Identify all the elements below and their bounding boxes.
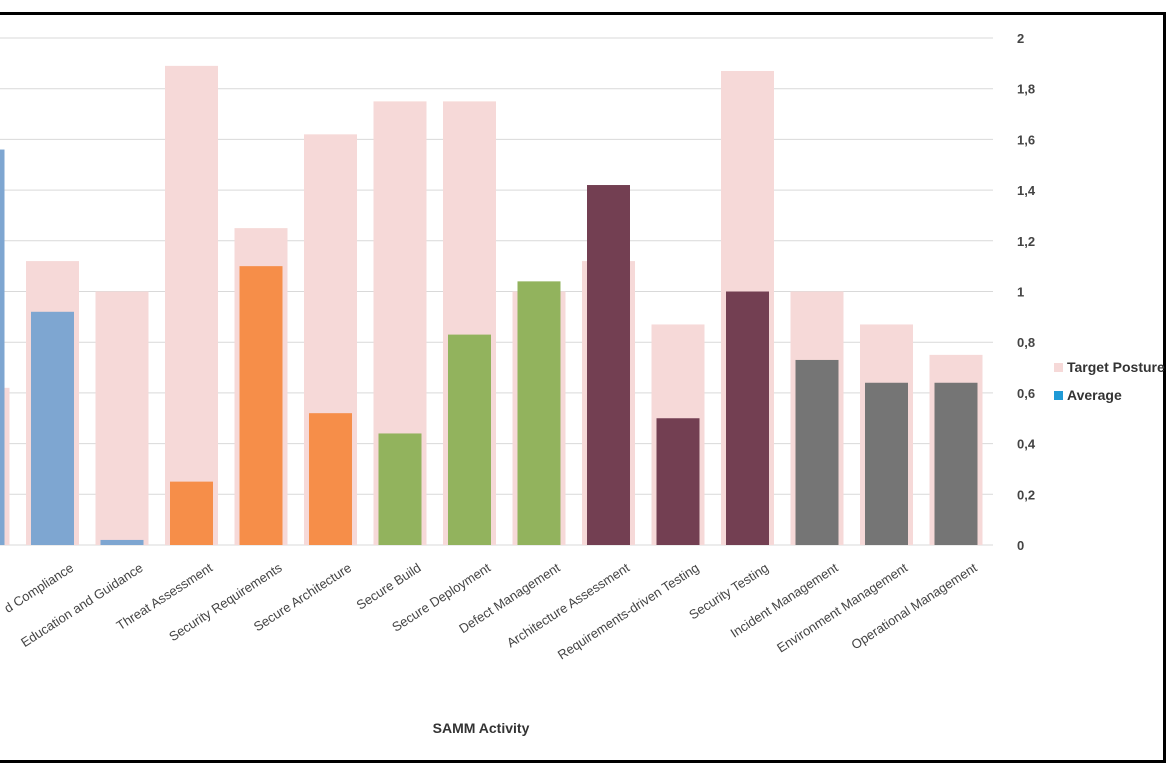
x-axis-title: SAMM Activity	[433, 720, 530, 736]
average-bar	[934, 382, 978, 545]
legend-label: Average	[1067, 387, 1122, 403]
y-tick-label: 2	[1017, 31, 1024, 46]
y-tick-label: 0,8	[1017, 335, 1035, 350]
average-bar	[170, 481, 213, 545]
average-bar	[448, 334, 491, 545]
average-bar	[726, 291, 769, 545]
target-bar	[0, 387, 10, 545]
x-tick-label: Operational Management	[848, 560, 980, 653]
y-tick-label: 1,6	[1017, 132, 1035, 147]
legend-label: Target Posture	[1067, 359, 1165, 375]
average-bar	[239, 266, 283, 545]
average-bar	[865, 382, 908, 545]
legend: Target Posture Average	[1054, 359, 1165, 403]
y-tick-label: 0	[1017, 538, 1024, 553]
y-tick-label: 1,8	[1017, 82, 1035, 97]
gridlines	[0, 37, 993, 546]
average-bar	[656, 418, 700, 545]
average-bar	[378, 433, 422, 545]
average-series	[0, 149, 978, 546]
average-bar	[31, 311, 74, 545]
y-tick-label: 1,4	[1017, 183, 1036, 198]
average-bar	[587, 185, 630, 545]
y-tick-label: 0,4	[1017, 437, 1036, 452]
x-tick-label: Requirements-driven Testing	[555, 560, 702, 663]
legend-swatch	[1054, 363, 1063, 372]
x-tick-label: Education and Guidance	[18, 560, 146, 650]
chart-frame	[0, 12, 1166, 763]
y-tick-label: 0,2	[1017, 487, 1035, 502]
x-tick-label: Security Requirements	[166, 560, 285, 644]
x-tick-label: Environment Management	[774, 560, 910, 656]
average-bar	[795, 359, 839, 545]
x-tick-label: Secure Build	[354, 560, 424, 613]
y-tick-label: 1,2	[1017, 234, 1035, 249]
average-bar	[100, 539, 144, 545]
target-bar	[165, 65, 218, 545]
y-axis-ticks: 0 0,2 0,4 0,6 0,8 1 1,2 1,4 1,6 1,8 2	[1017, 31, 1036, 553]
average-bar	[309, 413, 352, 545]
y-tick-label: 1	[1017, 285, 1024, 300]
average-bar	[0, 149, 5, 546]
x-tick-label: Architecture Assessment	[504, 560, 632, 651]
target-bar	[95, 291, 149, 545]
average-bar	[517, 281, 561, 545]
legend-swatch	[1054, 391, 1063, 400]
y-tick-label: 0,6	[1017, 386, 1035, 401]
